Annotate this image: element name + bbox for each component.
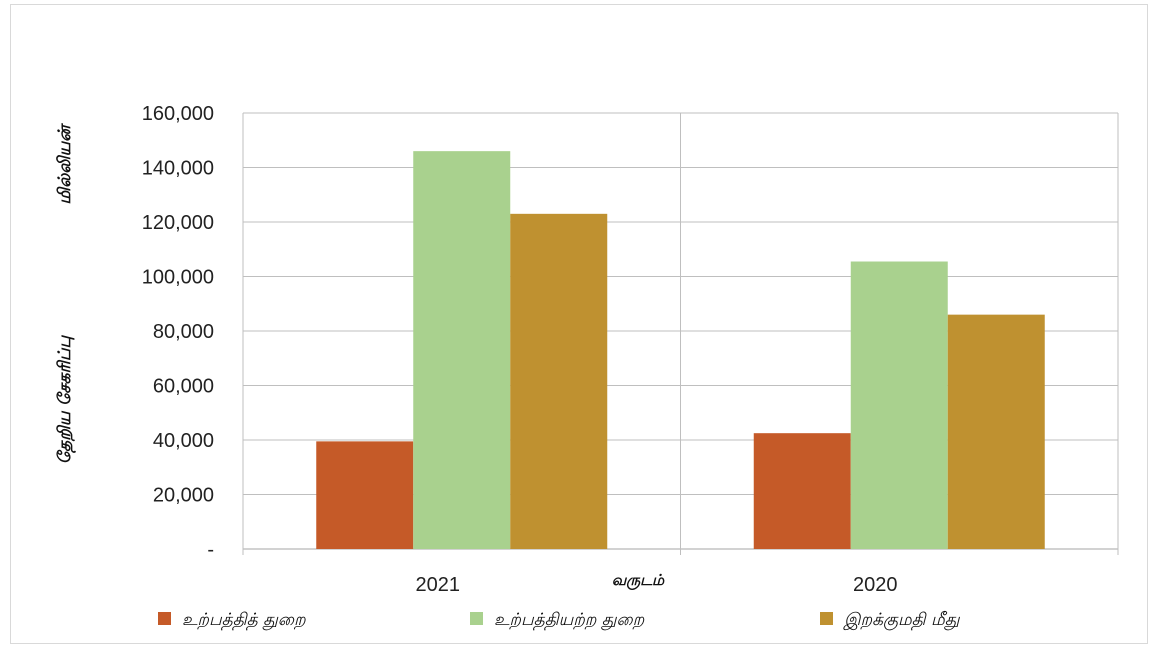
x-tick-label: 2020 [853,574,898,596]
legend-swatch [820,612,833,625]
legend-swatch [158,612,171,625]
y-tick-label: 80,000 [153,321,214,343]
bar-2021-series-0 [316,441,414,549]
x-tick-labels: 2021 2020 [416,574,898,596]
y-tick-label: 140,000 [142,158,214,180]
x-axis-label: வருடம் [612,571,665,590]
y-axis-label-bottom: தேறிய சேகரிப்பு [55,335,77,465]
chart-frame [10,4,1148,644]
bar-2021-series-2 [510,213,608,549]
y-tick-label: 40,000 [153,430,214,452]
legend-label: இறக்குமதி மீது [843,610,961,631]
bar-2020-series-1 [850,261,948,549]
bars [316,151,1045,549]
bar-2021-series-1 [413,151,511,549]
legend-label: உற்பத்தித் துறை [182,610,306,631]
y-tick-label: - [207,539,214,561]
y-tick-label: 60,000 [153,376,214,398]
y-tick-label: 160,000 [142,103,214,125]
y-axis-label-top: மில்லியன் [55,123,75,205]
legend-label: உற்பத்தியற்ற துறை [494,610,645,631]
legend-swatch [470,612,483,625]
legend: உற்பத்தித் துறை உற்பத்தியற்ற துறை இறக்குமத… [158,610,961,631]
y-tick-label: 100,000 [142,267,214,289]
bar-2020-series-2 [947,314,1045,549]
y-tick-labels: - 20,000 40,000 60,000 80,000 100,000 120,000 1… [142,103,214,561]
bar-2020-series-0 [753,433,851,549]
y-tick-label: 120,000 [142,212,214,234]
y-tick-label: 20,000 [153,485,214,507]
x-tick-label: 2021 [416,574,461,596]
